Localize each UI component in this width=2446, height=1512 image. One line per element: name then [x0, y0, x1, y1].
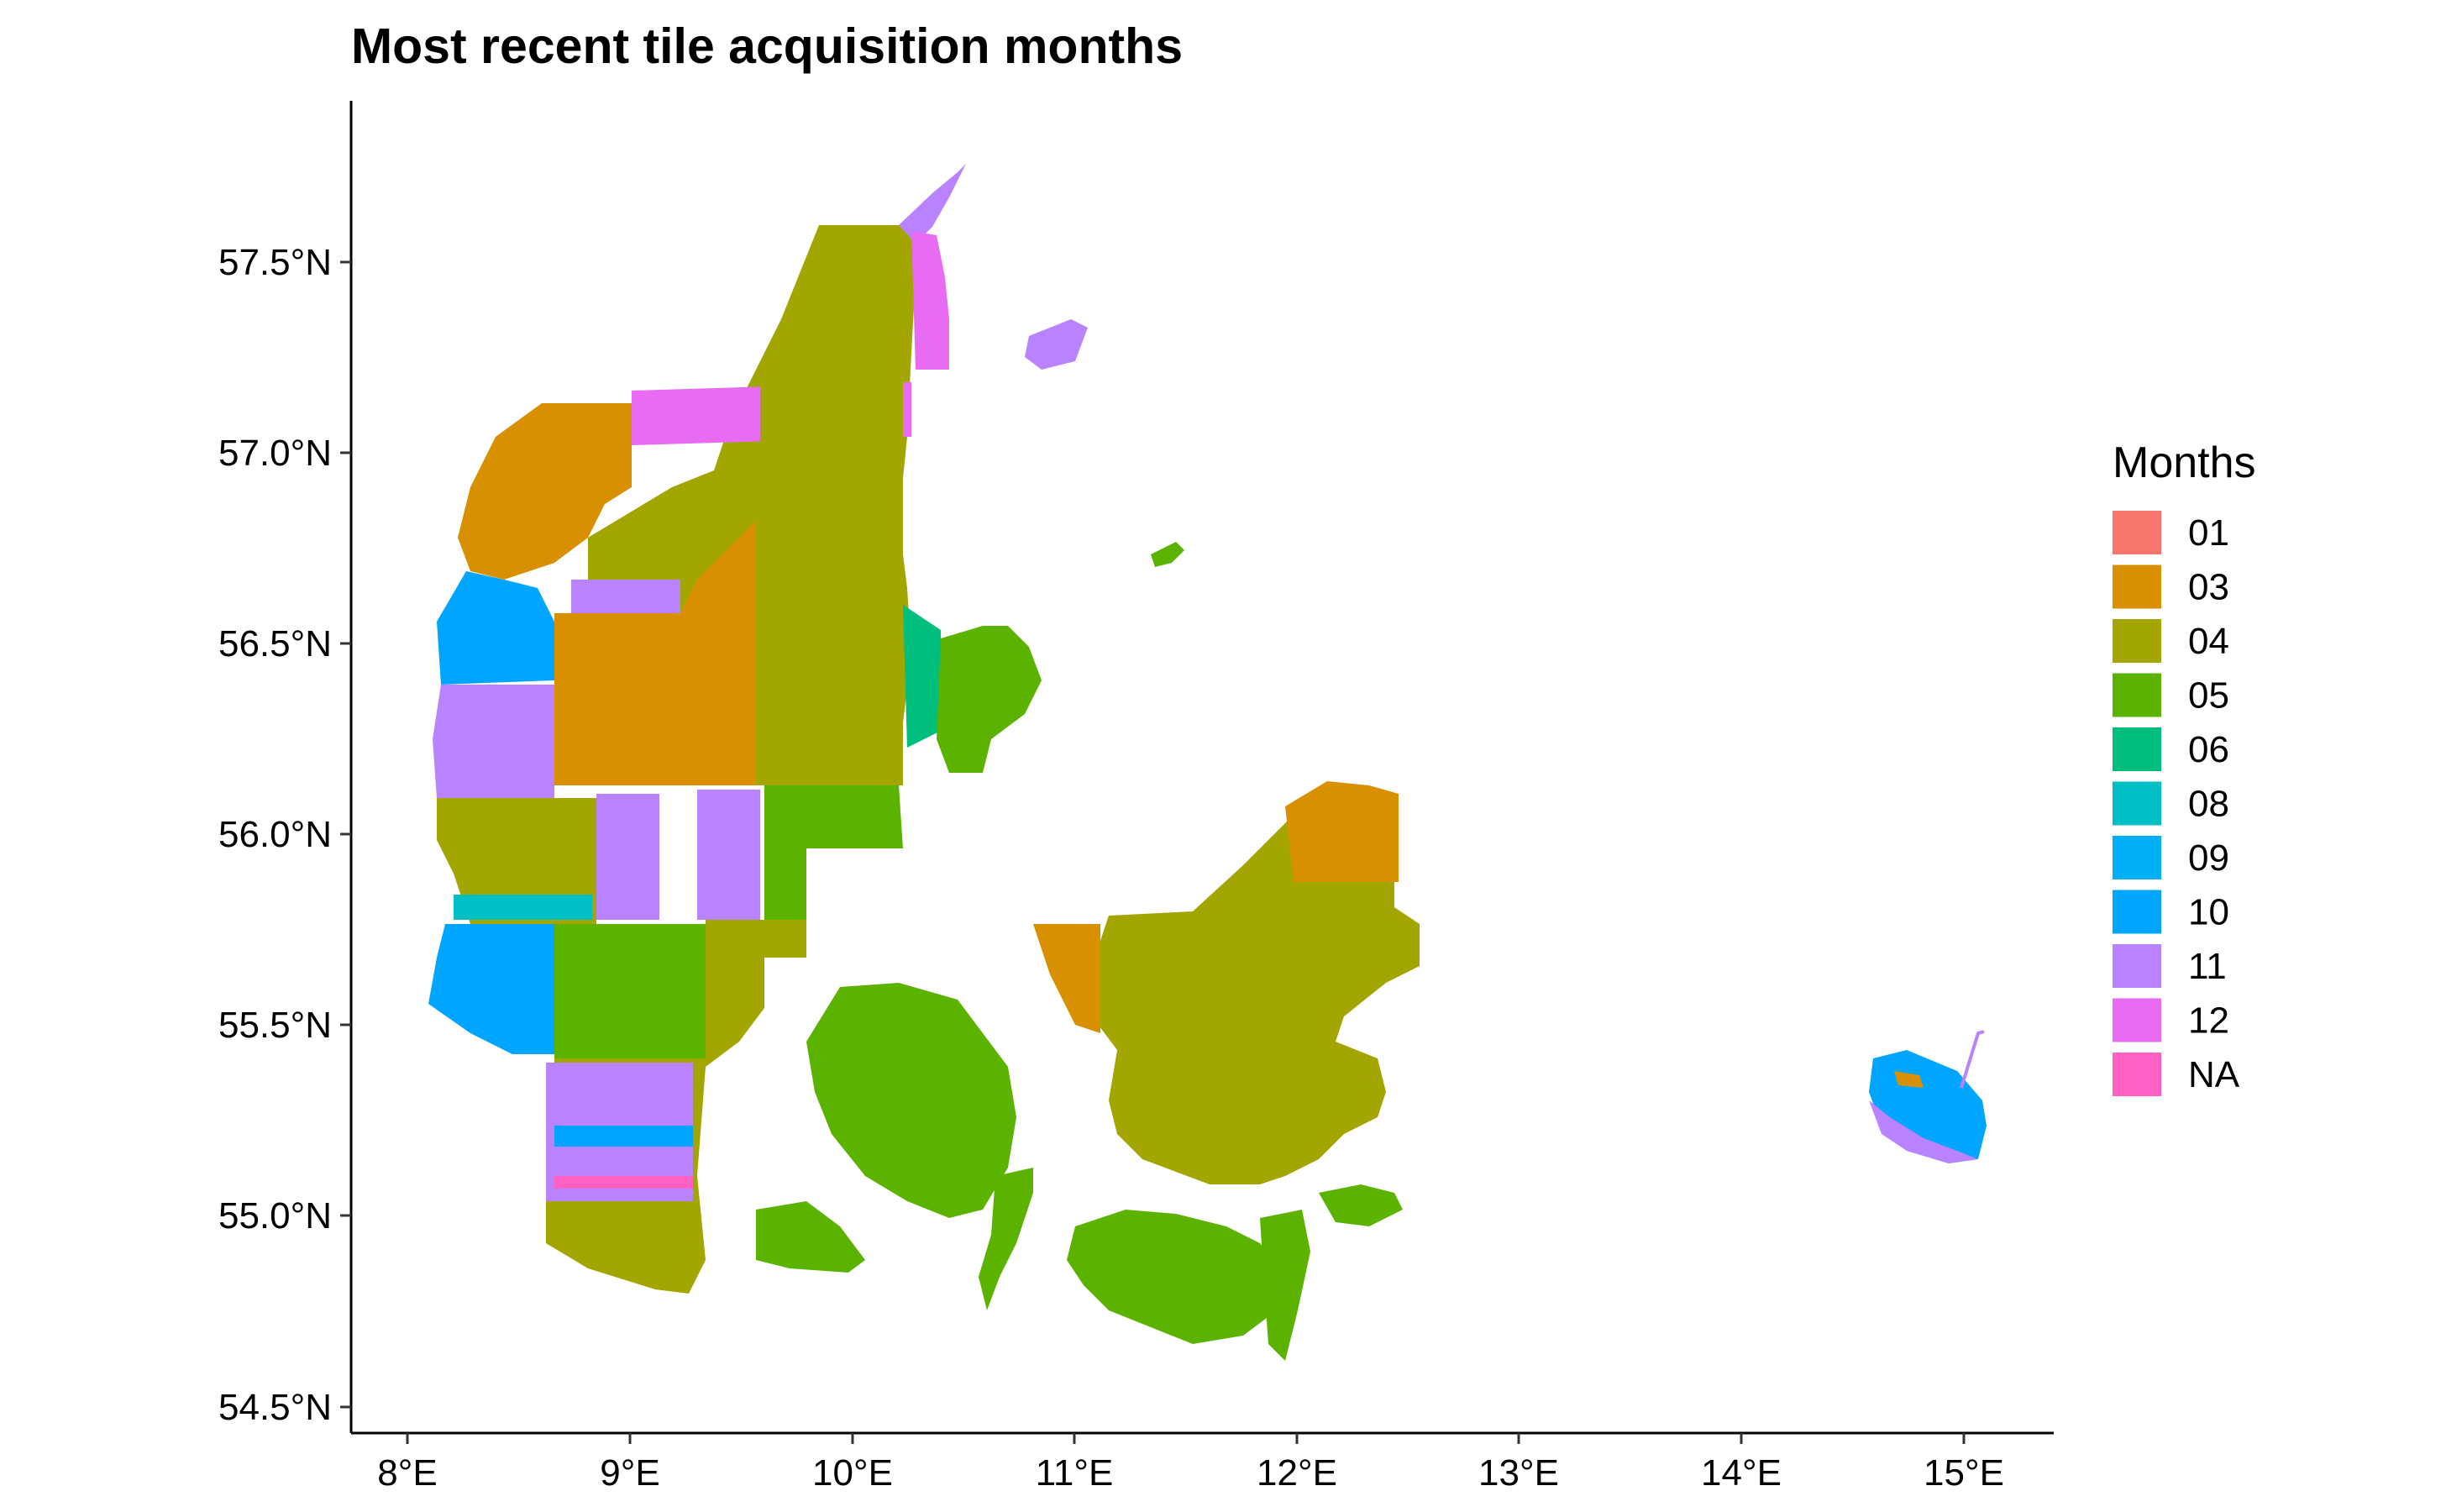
x-tick-label: 13°E: [1478, 1452, 1559, 1494]
legend-items: 01 03 04 05 06 08 09 10 11 12 NA: [2113, 511, 2240, 1096]
x-axis-ticks: [406, 1433, 1966, 1444]
x-axis-labels: 8°E 9°E 10°E 11°E 12°E 13°E 14°E 15°E: [377, 1452, 2004, 1494]
legend-label-05: 05: [2188, 675, 2229, 717]
legend-label-12: 12: [2188, 1000, 2229, 1042]
legend-label-09: 09: [2188, 837, 2229, 879]
region-bornholm-line: [1960, 1030, 1985, 1089]
y-tick-label: 56.0°N: [218, 814, 332, 855]
x-tick-label: 9°E: [600, 1452, 659, 1494]
region-bornholm-11: [1869, 1100, 1978, 1163]
region-skagen: [899, 164, 966, 244]
y-tick-label: 57.5°N: [218, 242, 332, 283]
legend-label-08: 08: [2188, 784, 2229, 825]
x-tick-label: 11°E: [1036, 1452, 1114, 1494]
y-tick-label: 55.0°N: [218, 1195, 332, 1236]
denmark-map: [428, 164, 1987, 1361]
legend-label-NA: NA: [2188, 1054, 2240, 1095]
x-tick-label: 10°E: [812, 1452, 893, 1494]
region-central-03: [554, 521, 756, 785]
map-title: Most recent tile acquisition months: [351, 18, 1183, 74]
region-west-strip-08: [454, 895, 592, 920]
legend-swatch-10: [2113, 890, 2161, 934]
y-tick-label: 56.5°N: [218, 623, 332, 664]
legend-swatch-12: [2113, 998, 2161, 1042]
legend-label-04: 04: [2188, 621, 2229, 662]
legend-swatch-11: [2113, 944, 2161, 988]
region-south-na: [554, 1176, 693, 1189]
y-tick-label: 54.5°N: [218, 1387, 332, 1428]
region-laeso: [1025, 319, 1088, 370]
region-south-10: [554, 1126, 693, 1147]
y-tick-label: 55.5°N: [218, 1005, 332, 1046]
region-east-06: [903, 605, 941, 748]
region-central-04-east: [760, 382, 903, 785]
region-funen: [806, 983, 1016, 1218]
legend-swatch-08: [2113, 781, 2161, 826]
region-als: [756, 1201, 865, 1273]
x-tick-label: 12°E: [1257, 1452, 1337, 1494]
region-djursland: [937, 626, 1042, 773]
region-southwest-04: [437, 798, 596, 924]
region-bornholm-03: [1894, 1071, 1924, 1088]
legend-swatch-06: [2113, 727, 2161, 771]
region-thy: [458, 403, 632, 580]
region-lolland: [1067, 1210, 1285, 1344]
region-northeast-coast: [911, 231, 949, 370]
region-langeland: [979, 1168, 1033, 1310]
legend-label-10: 10: [2188, 892, 2229, 933]
legend-title: Months: [2113, 438, 2256, 487]
legend-swatch-01: [2113, 511, 2161, 554]
region-north-zealand-03: [1285, 781, 1399, 882]
y-axis-ticks: [340, 260, 351, 1409]
region-mors: [588, 470, 739, 580]
x-tick-label: 15°E: [1924, 1452, 2004, 1494]
legend-swatch-04: [2113, 619, 2161, 663]
legend-swatch-03: [2113, 564, 2161, 609]
region-west-11: [433, 685, 554, 798]
region-west-10: [437, 571, 554, 685]
legend-label-11: 11: [2188, 946, 2227, 987]
legend: Months 01 03 04 05 06 08 09 10 11 12 NA: [2113, 438, 2256, 1096]
region-west-11b: [596, 794, 659, 920]
region-limfjord-11: [571, 580, 680, 617]
legend-swatch-09: [2113, 836, 2161, 879]
y-tick-label: 57.0°N: [218, 433, 332, 474]
legend-label-01: 01: [2188, 512, 2229, 554]
x-tick-label: 14°E: [1701, 1452, 1782, 1494]
region-moen: [1319, 1184, 1403, 1226]
region-central-05: [764, 785, 903, 958]
legend-label-06: 06: [2188, 729, 2229, 770]
region-south-05: [554, 924, 706, 1058]
legend-label-03: 03: [2188, 567, 2229, 608]
region-west-11c: [697, 790, 760, 920]
y-axis-labels: 54.5°N 55.0°N 55.5°N 56.0°N 56.5°N 57.0°…: [218, 242, 332, 1428]
x-tick-label: 8°E: [377, 1452, 437, 1494]
legend-swatch-05: [2113, 673, 2161, 717]
region-southwest-10: [428, 924, 554, 1054]
region-falster: [1260, 1210, 1310, 1361]
region-odsherred-03: [1033, 924, 1100, 1033]
region-zealand: [1092, 790, 1420, 1184]
legend-swatch-NA: [2113, 1053, 2161, 1096]
region-anholt: [1151, 542, 1184, 567]
